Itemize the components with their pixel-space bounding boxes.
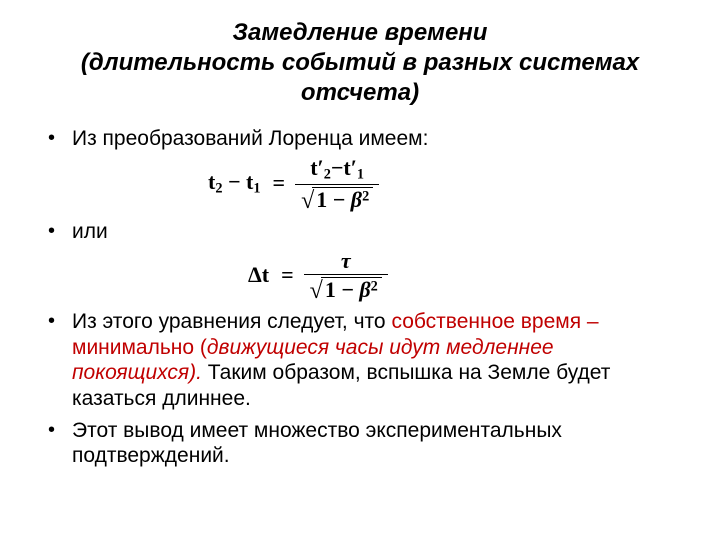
equation-1: t2 − t1 = t′2−t′1 √ 1 − β2 [72, 156, 684, 212]
title-subtitle-a: длительность событий в разных системах [89, 49, 639, 76]
eq1-t1-sub: 1 [253, 181, 260, 197]
eq2-den-exp: 2 [371, 279, 378, 295]
title-paren-open: ( [81, 49, 89, 76]
eq2-lhs: Δt [248, 262, 269, 287]
eq1-minus: − [222, 169, 246, 194]
bullet-2-text: или [72, 220, 108, 243]
eq1-den-one: 1 − [316, 187, 351, 212]
bullet-4-text: Этот вывод имеет множество экспериментал… [72, 419, 562, 468]
eq1-den-exp: 2 [362, 189, 369, 205]
eq1-num-t1p: t′ [343, 155, 357, 180]
eq1-den-beta: β [351, 187, 362, 212]
bullet-1: Из преобразований Лоренца имеем: t2 − t1… [44, 126, 684, 211]
eq2-num-tau: τ [335, 249, 357, 274]
eq2-sqrt: √ 1 − β2 [310, 277, 382, 301]
slide: { "colors": { "text": "#000000", "accent… [0, 0, 720, 540]
title-line-3: отсчета) [36, 78, 684, 108]
eq1-sqrt: √ 1 − β2 [301, 187, 373, 211]
bullet-3-paren-open: ( [194, 336, 207, 359]
title-line-2: (длительность событий в разных системах [36, 48, 684, 78]
eq2-den-one: 1 − [325, 277, 360, 302]
eq1-num-t1p-sub: 1 [357, 166, 364, 182]
title-subtitle-b: отсчета [301, 79, 411, 106]
eq1-fraction: t′2−t′1 √ 1 − β2 [291, 156, 383, 212]
title-line-1: Замедление времени [36, 18, 684, 48]
slide-title: Замедление времени (длительность событий… [36, 18, 684, 108]
equation-2: Δt = τ √ 1 − β2 [72, 249, 684, 301]
eq1-equals: = [267, 170, 292, 197]
bullet-4: Этот вывод имеет множество экспериментал… [44, 418, 684, 469]
bullet-list: Из преобразований Лоренца имеем: t2 − t1… [36, 126, 684, 469]
eq1-num-t2p-sub: 2 [324, 166, 331, 182]
bullet-3-paren-close: ). [189, 361, 202, 384]
eq1-num-t2p: t′ [310, 155, 324, 180]
eq2-fraction: τ √ 1 − β2 [300, 249, 392, 301]
bullet-1-text: Из преобразований Лоренца имеем: [72, 127, 428, 150]
eq2-den-beta: β [359, 277, 370, 302]
bullet-3: Из этого уравнения следует, что собствен… [44, 309, 684, 411]
bullet-2: или Δt = τ √ 1 − β2 [44, 219, 684, 301]
eq1-num-minus: − [331, 155, 344, 180]
eq2-equals: = [275, 262, 300, 289]
title-paren-close: ) [411, 79, 419, 106]
bullet-3-prefix: Из этого уравнения следует, что [72, 310, 391, 333]
